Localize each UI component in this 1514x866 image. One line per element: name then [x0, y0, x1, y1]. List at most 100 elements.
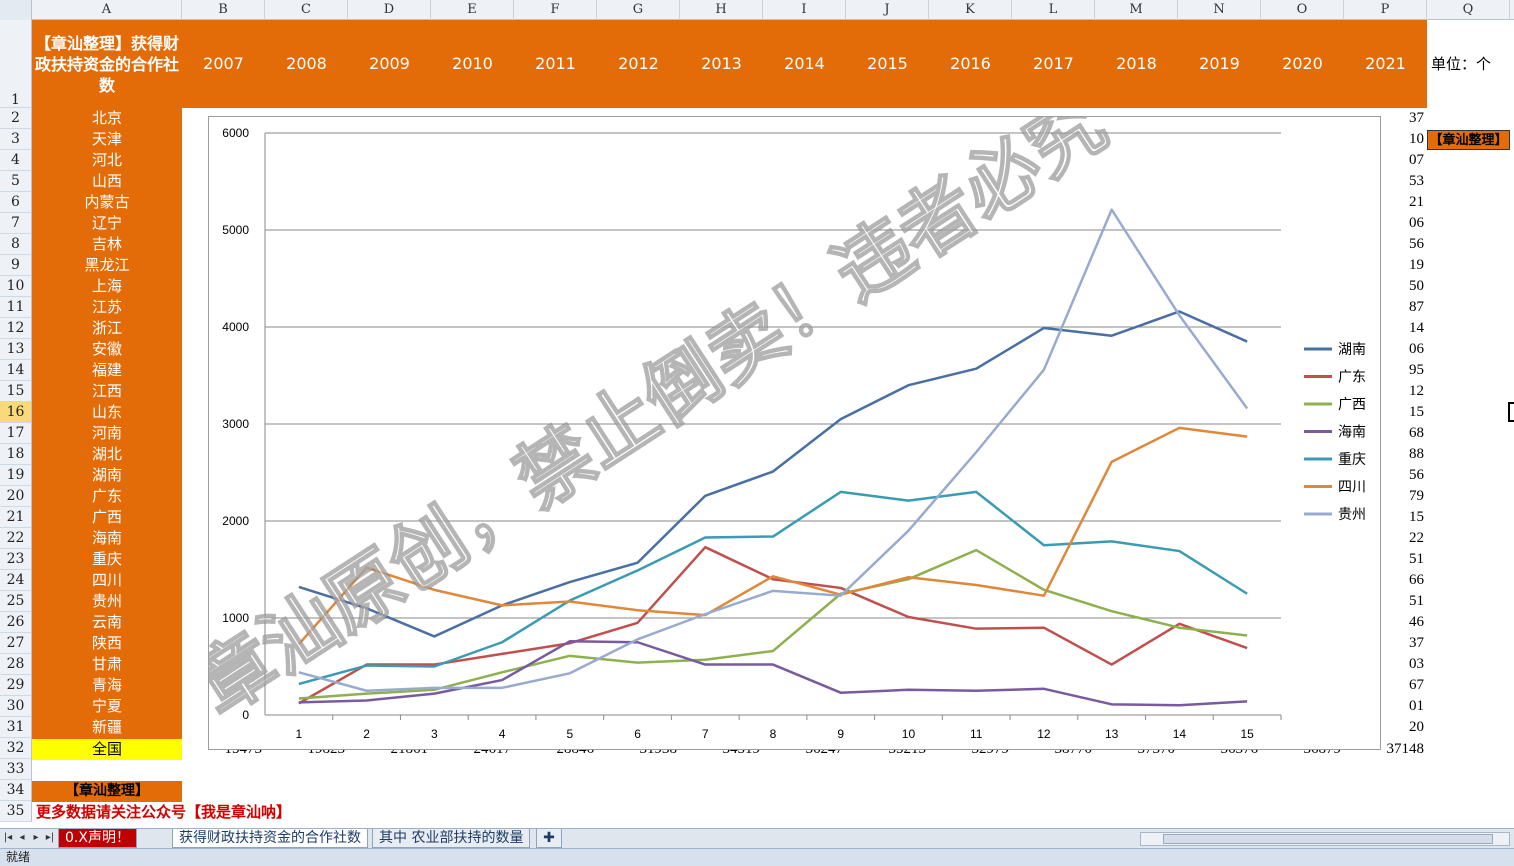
province-cell[interactable]: 山西: [91, 172, 122, 190]
column-header-h[interactable]: H: [680, 0, 763, 20]
column-header-n[interactable]: N: [1178, 0, 1261, 20]
unit-label[interactable]: 单位：个: [1431, 55, 1492, 73]
province-cell[interactable]: 云南: [91, 613, 122, 631]
year-header-2016[interactable]: 2016: [950, 54, 991, 73]
column-header-k[interactable]: K: [929, 0, 1012, 20]
row-header-23[interactable]: 23: [0, 549, 32, 570]
province-cell[interactable]: 湖北: [91, 445, 122, 463]
row-header-24[interactable]: 24: [0, 570, 32, 591]
column-header-m[interactable]: M: [1095, 0, 1178, 20]
province-cell[interactable]: 黑龙江: [84, 256, 130, 274]
row-header-26[interactable]: 26: [0, 612, 32, 633]
row-header-10[interactable]: 10: [0, 276, 32, 297]
province-cell[interactable]: 青海: [91, 676, 122, 694]
row-header-13[interactable]: 13: [0, 339, 32, 360]
p-column-cell[interactable]: 68: [1409, 425, 1424, 441]
row-header-5[interactable]: 5: [0, 171, 32, 192]
column-header-g[interactable]: G: [597, 0, 680, 20]
title-cell[interactable]: 【章汕整理】获得财政扶持资金的合作社数: [32, 20, 182, 108]
year-header-2009[interactable]: 2009: [369, 54, 410, 73]
select-all-corner[interactable]: [0, 0, 32, 20]
prev-sheet-icon[interactable]: ◂: [19, 832, 25, 843]
tab-agri-ministry[interactable]: 其中 农业部扶持的数量: [372, 829, 531, 848]
p-column-cell[interactable]: 56: [1409, 467, 1424, 483]
p-column-cell[interactable]: 07: [1409, 152, 1424, 168]
column-header-l[interactable]: L: [1012, 0, 1095, 20]
row-header-31[interactable]: 31: [0, 717, 32, 738]
row-header-29[interactable]: 29: [0, 675, 32, 696]
column-header-j[interactable]: J: [846, 0, 929, 20]
horizontal-scrollbar[interactable]: [1140, 832, 1510, 846]
p-column-cell[interactable]: 51: [1409, 593, 1424, 609]
p-column-cell[interactable]: 20: [1409, 719, 1424, 735]
province-cell[interactable]: 河南: [91, 424, 122, 442]
row-header-33[interactable]: 33: [0, 759, 32, 780]
column-header-e[interactable]: E: [431, 0, 514, 20]
row-header-25[interactable]: 25: [0, 591, 32, 612]
row-header-34[interactable]: 34: [0, 780, 32, 801]
column-header-a[interactable]: A: [32, 0, 182, 20]
national-label-cell[interactable]: 全国: [32, 739, 182, 760]
province-cell[interactable]: 甘肃: [91, 655, 122, 673]
province-cell[interactable]: 江西: [91, 382, 122, 400]
column-header-i[interactable]: I: [763, 0, 846, 20]
row-header-20[interactable]: 20: [0, 486, 32, 507]
row-header-11[interactable]: 11: [0, 297, 32, 318]
column-header-o[interactable]: O: [1261, 0, 1344, 20]
p-column-cell[interactable]: 12: [1409, 383, 1424, 399]
row-header-15[interactable]: 15: [0, 381, 32, 402]
p-column-cell[interactable]: 14: [1409, 320, 1424, 336]
next-sheet-icon[interactable]: ▸: [33, 832, 39, 843]
year-header-2013[interactable]: 2013: [701, 54, 742, 73]
p-column-cell[interactable]: 15: [1409, 404, 1424, 420]
year-header-2017[interactable]: 2017: [1033, 54, 1074, 73]
row-header-12[interactable]: 12: [0, 318, 32, 339]
year-header-2010[interactable]: 2010: [452, 54, 493, 73]
row-header-21[interactable]: 21: [0, 507, 32, 528]
p-column-cell[interactable]: 79: [1409, 488, 1424, 504]
p-column-cell[interactable]: 56: [1409, 236, 1424, 252]
province-cell[interactable]: 北京: [91, 109, 122, 127]
year-header-2021[interactable]: 2021: [1365, 54, 1406, 73]
province-cell[interactable]: 河北: [91, 151, 122, 169]
province-cell[interactable]: 新疆: [91, 718, 122, 736]
province-cell[interactable]: 上海: [91, 277, 122, 295]
province-cell[interactable]: 江苏: [91, 298, 122, 316]
row-header-30[interactable]: 30: [0, 696, 32, 717]
q3-label-cell[interactable]: 【章汕整理】: [1427, 130, 1510, 150]
row-header-9[interactable]: 9: [0, 255, 32, 276]
line-chart[interactable]: 0 1000 2000 3000 4000 5000 6000 1 2 3 4 5 6 7 8 9 10 11 12…: [179, 77, 1381, 750]
row-header-35[interactable]: 35: [0, 801, 32, 822]
column-header-c[interactable]: C: [265, 0, 348, 20]
row-header-18[interactable]: 18: [0, 444, 32, 465]
p-column-cell[interactable]: 53: [1409, 173, 1424, 189]
column-header-d[interactable]: D: [348, 0, 431, 20]
column-header-b[interactable]: B: [182, 0, 265, 20]
province-cell[interactable]: 贵州: [91, 592, 122, 610]
row-header-14[interactable]: 14: [0, 360, 32, 381]
province-cell[interactable]: 陕西: [91, 634, 122, 652]
p-column-cell[interactable]: 21: [1409, 194, 1424, 210]
row-header-17[interactable]: 17: [0, 423, 32, 444]
province-cell[interactable]: 湖南: [91, 466, 122, 484]
p-column-cell[interactable]: 15: [1409, 509, 1424, 525]
p-column-cell[interactable]: 06: [1409, 341, 1424, 357]
province-cell[interactable]: 广东: [91, 487, 122, 505]
row-header-8[interactable]: 8: [0, 234, 32, 255]
promo-text-cell[interactable]: 更多数据请关注公众号【我是章汕呐】: [36, 803, 292, 821]
year-header-2018[interactable]: 2018: [1116, 54, 1157, 73]
province-cell[interactable]: 浙江: [91, 319, 122, 337]
p-column-cell[interactable]: 37: [1409, 110, 1424, 126]
p-column-cell[interactable]: 06: [1409, 215, 1424, 231]
last-sheet-icon[interactable]: ▸|: [45, 832, 55, 843]
first-sheet-icon[interactable]: |◂: [3, 832, 13, 843]
p-column-cell[interactable]: 22: [1409, 530, 1424, 546]
province-cell[interactable]: 重庆: [91, 550, 122, 568]
column-header-q[interactable]: Q: [1427, 0, 1510, 20]
province-cell[interactable]: 福建: [91, 361, 122, 379]
p-column-cell[interactable]: 03: [1409, 656, 1424, 672]
province-cell[interactable]: 广西: [91, 508, 122, 526]
year-header-2007[interactable]: 2007: [203, 54, 244, 73]
p-column-cell[interactable]: 37: [1409, 635, 1424, 651]
scrollbar-thumb[interactable]: [1163, 834, 1493, 844]
